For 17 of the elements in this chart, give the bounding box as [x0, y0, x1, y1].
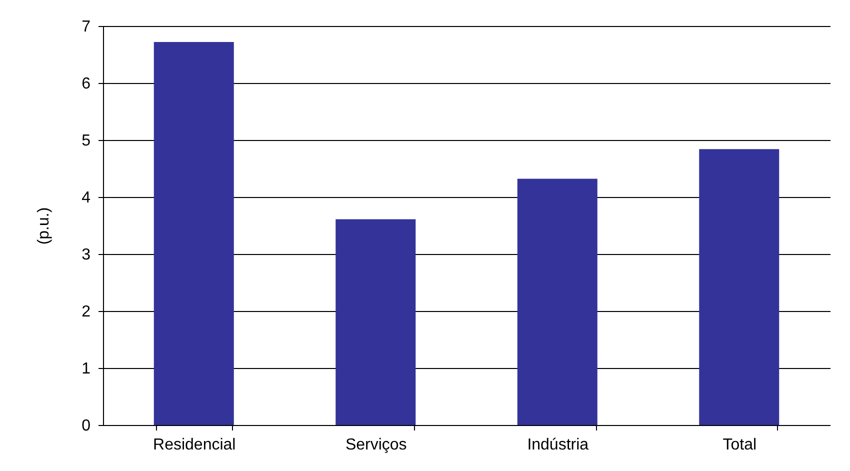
y-axis-title: (p.u.)	[36, 207, 53, 245]
y-tick-label: 2	[82, 304, 91, 320]
y-tick-label: 6	[82, 76, 91, 92]
x-tick-label: Serviços	[345, 436, 407, 454]
y-tick-label: 4	[82, 190, 91, 206]
x-tick-label: Indústria	[527, 436, 589, 454]
y-tick-label: 7	[82, 18, 91, 36]
y-tick-label: 5	[82, 132, 91, 150]
bar	[517, 178, 598, 425]
x-tick-label: Residencial	[153, 436, 236, 454]
y-tick-label: 0	[82, 418, 91, 434]
bar	[154, 42, 234, 425]
y-tick-label: 3	[82, 246, 91, 264]
bar	[336, 219, 416, 425]
bar	[699, 149, 780, 425]
x-tick-label: Total	[722, 436, 757, 454]
y-tick-label: 1	[82, 360, 91, 378]
